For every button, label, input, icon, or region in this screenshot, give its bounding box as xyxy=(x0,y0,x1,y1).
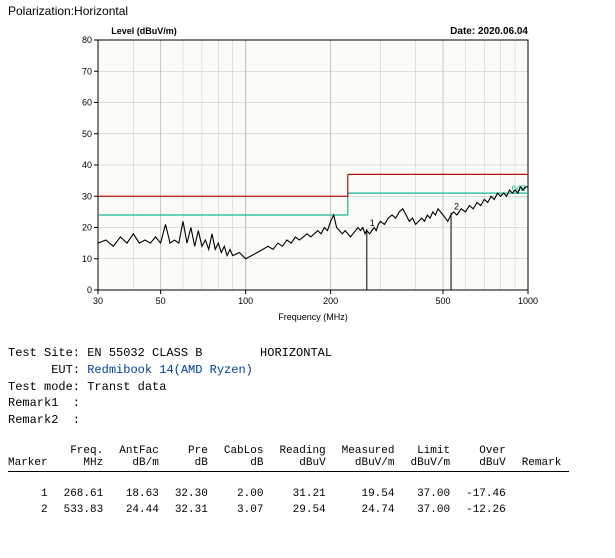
svg-text:50: 50 xyxy=(82,129,92,139)
svg-text:100: 100 xyxy=(238,296,253,306)
table-cell: 1 xyxy=(8,486,56,502)
svg-text:1000: 1000 xyxy=(518,296,538,306)
table-cell: Marker xyxy=(8,457,56,472)
table-cell: Remark xyxy=(514,457,570,472)
table-cell: dBuV/m xyxy=(334,457,403,472)
eut-value: Redmibook 14(AMD Ryzen) xyxy=(87,363,253,377)
chart-svg: 0 10 20 30 40 50 60 70 80 30 50 100 200 500 1000 Level … xyxy=(48,20,548,330)
svg-text:40: 40 xyxy=(82,160,92,170)
svg-text:1: 1 xyxy=(370,218,375,228)
svg-text:Level (dBuV/m): Level (dBuV/m) xyxy=(111,26,177,36)
table-cell: dBuV xyxy=(271,457,333,472)
table-cell: CabLos xyxy=(216,443,272,457)
svg-text:60: 60 xyxy=(82,98,92,108)
marker-table: Freq.AntFacPreCabLosReadingMeasuredLimit… xyxy=(8,443,607,518)
table-cell: 32.31 xyxy=(167,502,216,518)
remark2-label: Remark2 : xyxy=(8,413,80,427)
table-cell: -12.26 xyxy=(458,502,514,518)
svg-text:0: 0 xyxy=(87,285,92,295)
svg-text:20: 20 xyxy=(82,223,92,233)
svg-text:500: 500 xyxy=(435,296,450,306)
table-cell: dBuV/m xyxy=(402,457,458,472)
table-cell: 31.21 xyxy=(271,486,333,502)
test-site-value: EN 55032 CLASS B xyxy=(87,346,202,360)
svg-text:10: 10 xyxy=(82,254,92,264)
table-cell: dB xyxy=(216,457,272,472)
table-cell: 2.00 xyxy=(216,486,272,502)
table-cell: 18.63 xyxy=(111,486,167,502)
table-cell: -17.46 xyxy=(458,486,514,502)
table-cell: 2 xyxy=(8,502,56,518)
svg-text:30: 30 xyxy=(93,296,103,306)
table-cell: 29.54 xyxy=(271,502,333,518)
table-cell: dB xyxy=(167,457,216,472)
table-cell: MHz xyxy=(56,457,112,472)
svg-text:70: 70 xyxy=(82,66,92,76)
svg-text:Date: 2020.06.04: Date: 2020.06.04 xyxy=(450,26,528,37)
table-cell xyxy=(514,502,570,518)
test-mode-label: Test mode: xyxy=(8,380,80,394)
table-cell: 37.00 xyxy=(402,502,458,518)
table-cell: 3.07 xyxy=(216,502,272,518)
table-cell: 37.00 xyxy=(402,486,458,502)
table-cell: Over xyxy=(458,443,514,457)
svg-text:200: 200 xyxy=(323,296,338,306)
table-cell: Pre xyxy=(167,443,216,457)
table-cell xyxy=(8,443,56,457)
test-meta: Test Site: EN 55032 CLASS B HORIZONTAL E… xyxy=(8,345,607,429)
svg-text:30: 30 xyxy=(82,191,92,201)
table-cell: AntFac xyxy=(111,443,167,457)
table-cell: Limit xyxy=(402,443,458,457)
table-cell xyxy=(514,486,570,502)
remark1-label: Remark1 : xyxy=(8,396,80,410)
emc-chart: 0 10 20 30 40 50 60 70 80 30 50 100 200 500 1000 Level … xyxy=(48,20,607,335)
table-cell: Freq. xyxy=(56,443,112,457)
svg-text:2: 2 xyxy=(454,202,459,212)
svg-text:50: 50 xyxy=(156,296,166,306)
table-cell: 24.44 xyxy=(111,502,167,518)
polarization-meta: HORIZONTAL xyxy=(260,346,332,360)
svg-text:80: 80 xyxy=(82,35,92,45)
table-cell: 24.74 xyxy=(334,502,403,518)
eut-label: EUT: xyxy=(51,363,80,377)
table-cell: Measured xyxy=(334,443,403,457)
test-mode-value: Transt data xyxy=(87,380,166,394)
table-cell: 32.30 xyxy=(167,486,216,502)
table-cell: 268.61 xyxy=(56,486,112,502)
table-cell: 533.83 xyxy=(56,502,112,518)
table-cell: 19.54 xyxy=(334,486,403,502)
table-cell: dB/m xyxy=(111,457,167,472)
table-cell xyxy=(514,443,570,457)
test-site-label: Test Site: xyxy=(8,346,80,360)
svg-text:Frequency (MHz): Frequency (MHz) xyxy=(278,312,348,322)
table-cell: dBuV xyxy=(458,457,514,472)
table-cell: Reading xyxy=(271,443,333,457)
polarization-label: Polarization:Horizontal xyxy=(8,4,607,18)
